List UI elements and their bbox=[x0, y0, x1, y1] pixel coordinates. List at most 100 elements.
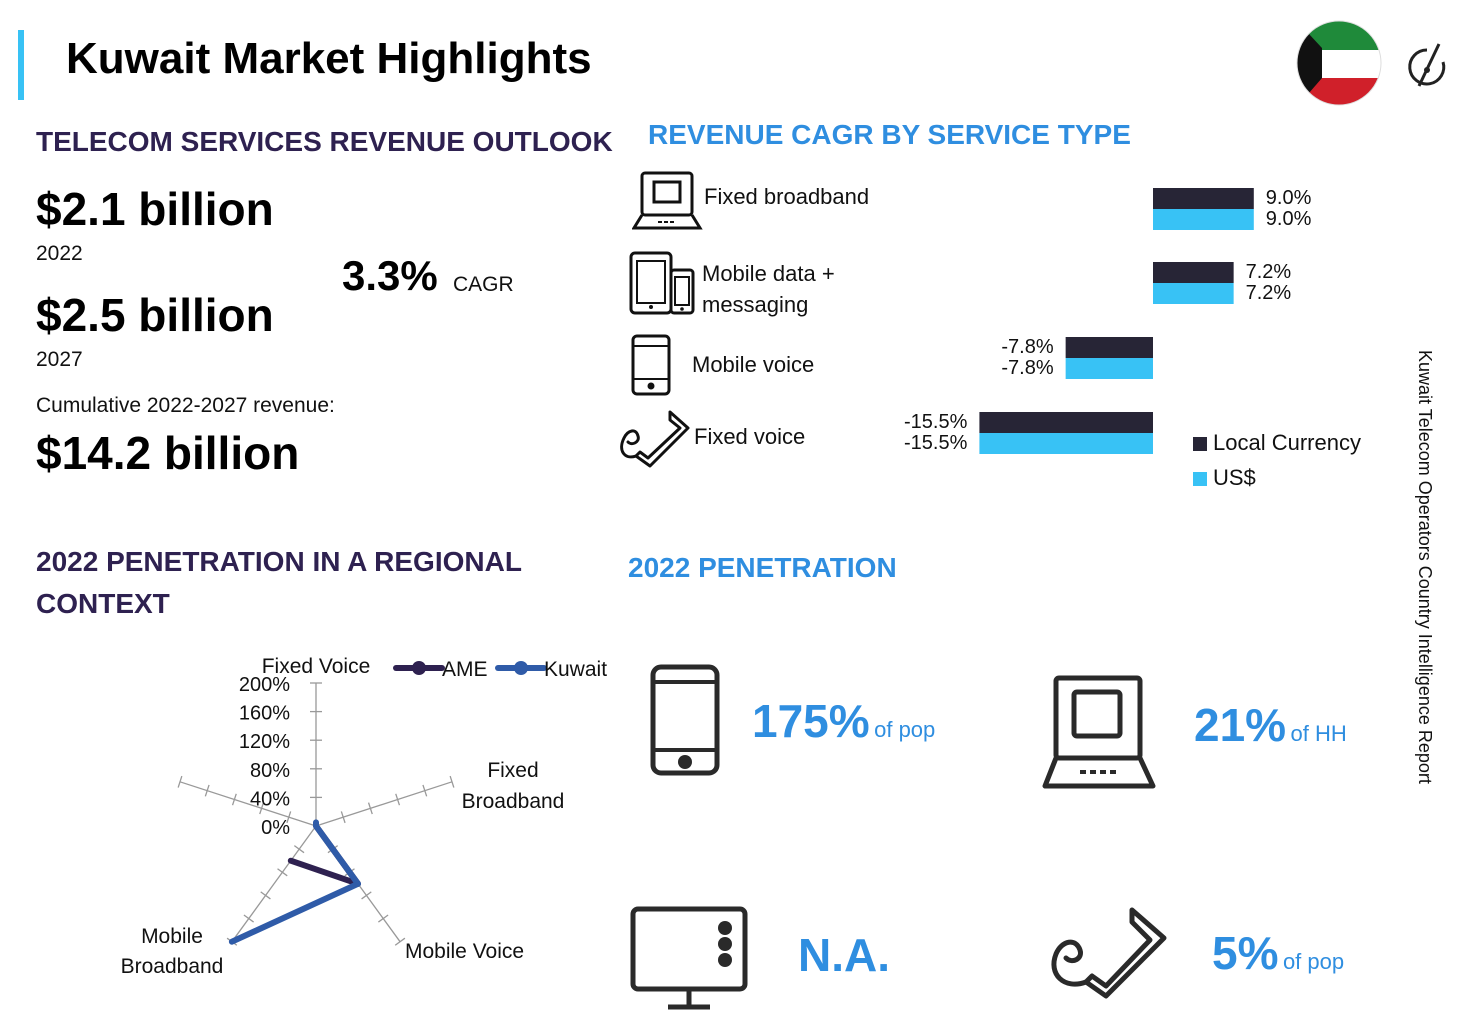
radar-tick bbox=[378, 914, 389, 923]
regional-heading-line1: 2022 PENETRATION IN A REGIONAL bbox=[36, 546, 522, 577]
radar-tick bbox=[277, 868, 288, 877]
cagr-by-service-heading: REVENUE CAGR BY SERVICE TYPE bbox=[648, 119, 1131, 150]
laptop-icon bbox=[1042, 675, 1156, 789]
radar-tick bbox=[286, 811, 292, 824]
radar-axis-label: Fixed Voice bbox=[262, 655, 371, 678]
page-title: Kuwait Market Highlights bbox=[66, 34, 592, 83]
revenue-2027-value: $2.5 billion bbox=[36, 289, 274, 341]
revenue-2022-year: 2022 bbox=[36, 242, 83, 265]
service-label: Fixed broadband bbox=[704, 184, 870, 209]
radar-tick bbox=[204, 784, 210, 797]
radar-tick bbox=[177, 775, 183, 788]
radar-tick bbox=[231, 793, 237, 806]
cagr-bar bbox=[1065, 337, 1153, 358]
tablet-phone-icon bbox=[629, 251, 695, 315]
service-label: Mobile data + messaging bbox=[702, 261, 835, 317]
revenue-outlook-heading: TELECOM SERVICES REVENUE OUTLOOK bbox=[36, 126, 613, 157]
penetration-fixed-broadband-unit: of HH bbox=[1290, 721, 1347, 746]
radar-tick bbox=[259, 802, 265, 815]
telephone-handset-icon bbox=[620, 410, 690, 468]
cagr-bar-chart: 9.0%9.0% 7.2%7.2% -7.8%-7.8% -15.5%-15.5% bbox=[904, 187, 1312, 454]
penetration-heading: 2022 PENETRATION bbox=[628, 552, 897, 583]
penetration-mobile-unit: of pop bbox=[874, 717, 936, 742]
cagr-bar bbox=[979, 433, 1153, 454]
title-accent-bar bbox=[18, 30, 24, 100]
penetration-na-value: N.A. bbox=[798, 929, 890, 981]
service-label: Fixed voice bbox=[694, 424, 806, 449]
penetration-na: N.A. bbox=[798, 928, 890, 982]
kuwait-flag-icon bbox=[1296, 20, 1382, 106]
cagr-data-label: -7.8% bbox=[1001, 357, 1053, 379]
radar-axis bbox=[231, 825, 317, 943]
cagr-bar bbox=[1153, 262, 1234, 283]
radar-axis bbox=[315, 781, 453, 827]
cagr-data-label: 9.0% bbox=[1266, 208, 1312, 230]
cagr-data-label: -7.8% bbox=[1001, 336, 1053, 358]
cagr-label: CAGR bbox=[453, 273, 514, 296]
radar-tick bbox=[361, 891, 372, 900]
brand-logo-icon bbox=[1408, 43, 1446, 87]
radar-legend-marker bbox=[514, 661, 528, 675]
radar-tick bbox=[260, 891, 271, 900]
legend-local-currency-label: Local Currency bbox=[1213, 430, 1361, 455]
mobile-phone-icon bbox=[650, 664, 720, 776]
radar-tick bbox=[394, 937, 406, 946]
radar-tick-label: 120% bbox=[239, 731, 290, 753]
radar-tick-label: 200% bbox=[239, 674, 290, 696]
cagr-bar bbox=[1153, 209, 1254, 230]
radar-tick-label: 80% bbox=[250, 760, 290, 782]
penetration-fixed-voice-value: 5% bbox=[1212, 927, 1279, 979]
cagr-data-label: 7.2% bbox=[1246, 282, 1292, 304]
penetration-fixed-voice: 5% of pop bbox=[1212, 926, 1344, 980]
service-label: Mobile voice bbox=[692, 352, 815, 377]
legend-usd: US$ bbox=[1193, 465, 1256, 491]
radar-tick bbox=[449, 775, 455, 788]
radar-axis-label: Broadband bbox=[462, 790, 565, 813]
penetration-mobile-value: 175% bbox=[752, 695, 870, 747]
radar-chart: 200% 160% 120% 80% 40% 0% Fixed Voice Fixed Broa… bbox=[121, 655, 608, 978]
cagr-data-label: 9.0% bbox=[1266, 187, 1312, 209]
radar-axis-label: Fixed bbox=[487, 759, 538, 782]
radar-legend-label: AME bbox=[442, 658, 488, 681]
cagr-bar bbox=[1153, 283, 1234, 304]
laptop-icon bbox=[632, 171, 703, 230]
cagr-data-label: -15.5% bbox=[904, 411, 968, 433]
cagr-bar bbox=[979, 412, 1153, 433]
legend-usd-swatch bbox=[1193, 472, 1207, 487]
penetration-mobile: 175% of pop bbox=[752, 694, 935, 748]
radar-tick bbox=[293, 845, 305, 854]
penetration-fixed-broadband-value: 21% bbox=[1194, 699, 1287, 751]
revenue-2022-value: $2.1 billion bbox=[36, 183, 274, 235]
cagr-data-label: 7.2% bbox=[1246, 261, 1292, 283]
radar-series-kuwait bbox=[228, 819, 361, 945]
penetration-fixed-broadband: 21% of HH bbox=[1194, 698, 1347, 752]
radar-tick-label: 0% bbox=[261, 817, 290, 839]
telephone-handset-icon bbox=[1051, 907, 1167, 999]
regional-heading-line2: CONTEXT bbox=[36, 588, 170, 619]
radar-axis-label: Mobile bbox=[141, 925, 203, 948]
radar-tick bbox=[367, 802, 373, 815]
radar-axis-label: Mobile Voice bbox=[405, 940, 524, 963]
radar-legend-marker bbox=[412, 661, 426, 675]
radar-tick bbox=[340, 811, 346, 824]
radar-tick bbox=[422, 784, 428, 797]
legend-local-currency-swatch bbox=[1193, 437, 1207, 452]
cagr-data-label: -15.5% bbox=[904, 432, 968, 454]
cumulative-revenue-label: Cumulative 2022-2027 revenue: bbox=[36, 394, 335, 417]
radar-tick-label: 160% bbox=[239, 703, 290, 725]
radar-axis bbox=[179, 781, 317, 827]
radar-legend-label: Kuwait bbox=[544, 658, 607, 681]
radar-axis-label: Broadband bbox=[121, 955, 224, 978]
legend-usd-label: US$ bbox=[1213, 465, 1256, 490]
mobile-phone-icon bbox=[631, 334, 671, 396]
report-side-caption: Kuwait Telecom Operators Country Intelli… bbox=[1415, 350, 1435, 784]
legend-local-currency: Local Currency bbox=[1193, 430, 1361, 456]
cagr-bar bbox=[1065, 358, 1153, 379]
revenue-2027-year: 2027 bbox=[36, 348, 83, 371]
monitor-icon bbox=[630, 906, 748, 1010]
radar-tick bbox=[395, 793, 401, 806]
cumulative-revenue-value: $14.2 billion bbox=[36, 427, 300, 479]
cagr-bar bbox=[1153, 188, 1254, 209]
radar-tick bbox=[243, 914, 254, 923]
radar-tick-label: 40% bbox=[250, 788, 290, 810]
